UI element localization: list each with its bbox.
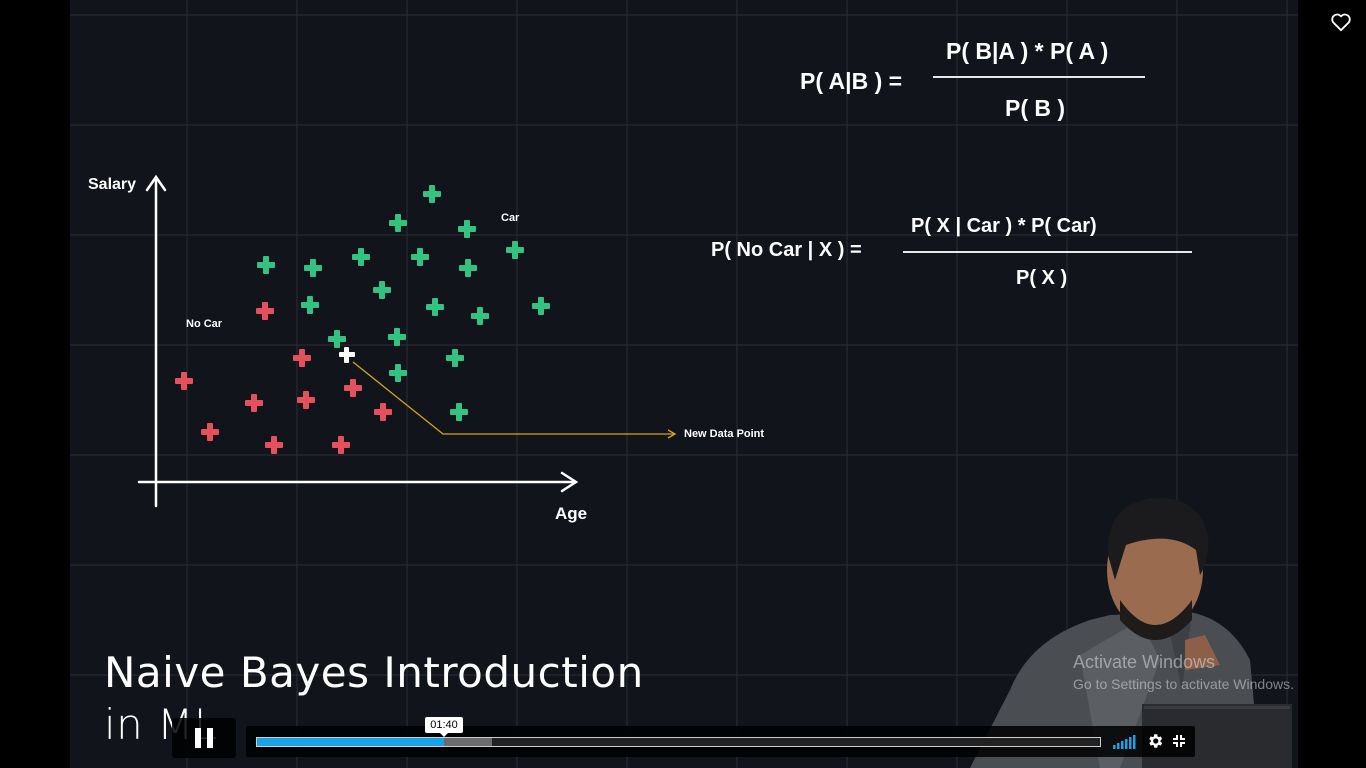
car-data-point: [450, 403, 468, 421]
car-data-point: [458, 220, 476, 238]
new-data-point: [339, 347, 355, 363]
formula1-fraction-line: [933, 76, 1145, 78]
y-axis-label: Salary: [88, 176, 137, 193]
car-data-point: [389, 214, 407, 232]
formula1-denominator: P( B ): [1005, 95, 1066, 121]
new-point-pointer: [352, 361, 677, 439]
pause-icon: [192, 728, 216, 748]
no-car-data-point: [297, 391, 315, 409]
volume-icon[interactable]: [1113, 735, 1137, 749]
no-car-data-point: [265, 436, 283, 454]
formula1-numerator: P( B|A ) * P( A ): [946, 38, 1109, 64]
background-grid: [70, 0, 1298, 768]
formula2-lhs: P( No Car | X ) =: [711, 239, 862, 261]
formula2-fraction-line: [903, 251, 1192, 253]
formula2-denominator: P( X ): [1016, 267, 1068, 289]
no-car-data-point: [245, 394, 263, 412]
car-data-point: [352, 248, 370, 266]
heart-icon[interactable]: [1330, 12, 1352, 36]
no-car-data-point: [293, 349, 311, 367]
no-car-data-point: [332, 436, 350, 454]
activate-windows-title: Activate Windows: [1073, 652, 1216, 672]
car-data-point: [459, 259, 477, 277]
formula1-lhs: P( A|B ) =: [800, 68, 903, 94]
video-title-line1: Naive Bayes Introduction: [104, 648, 644, 697]
progress-bar[interactable]: [256, 737, 1101, 747]
car-label: Car: [501, 212, 520, 224]
no-car-data-point: [374, 403, 392, 421]
car-data-point: [471, 307, 489, 325]
no-car-data-point: [175, 372, 193, 390]
car-data-point: [388, 328, 406, 346]
x-axis-label: Age: [555, 504, 588, 523]
car-data-point: [423, 185, 441, 203]
car-data-point: [426, 298, 444, 316]
car-data-point: [446, 349, 464, 367]
no-car-data-point: [201, 423, 219, 441]
settings-gear-icon[interactable]: [1146, 732, 1164, 750]
car-data-point: [532, 297, 550, 315]
no-car-data-point: [256, 302, 274, 320]
car-data-point: [257, 256, 275, 274]
pause-button[interactable]: [172, 718, 236, 758]
no-car-label: No Car: [186, 318, 223, 330]
video-frame[interactable]: Salary Age Car No Car New Data Point P( …: [70, 0, 1298, 768]
car-data-point: [328, 330, 346, 348]
activate-windows-subtitle: Go to Settings to activate Windows.: [1073, 676, 1294, 692]
car-data-point: [373, 281, 391, 299]
car-data-point: [301, 296, 319, 314]
chart-axes: [137, 174, 579, 508]
car-data-point: [411, 248, 429, 266]
no-car-data-point: [344, 379, 362, 397]
player-controls: [246, 726, 1195, 757]
fullscreen-icon[interactable]: [1172, 734, 1186, 748]
formula2-numerator: P( X | Car ) * P( Car): [911, 215, 1097, 237]
car-data-point: [389, 364, 407, 382]
progress-played: [257, 738, 445, 746]
car-data-point: [506, 241, 524, 259]
car-data-point: [304, 259, 322, 277]
new-data-point-label: New Data Point: [684, 428, 765, 440]
timecode-tooltip: 01:40: [425, 717, 463, 737]
